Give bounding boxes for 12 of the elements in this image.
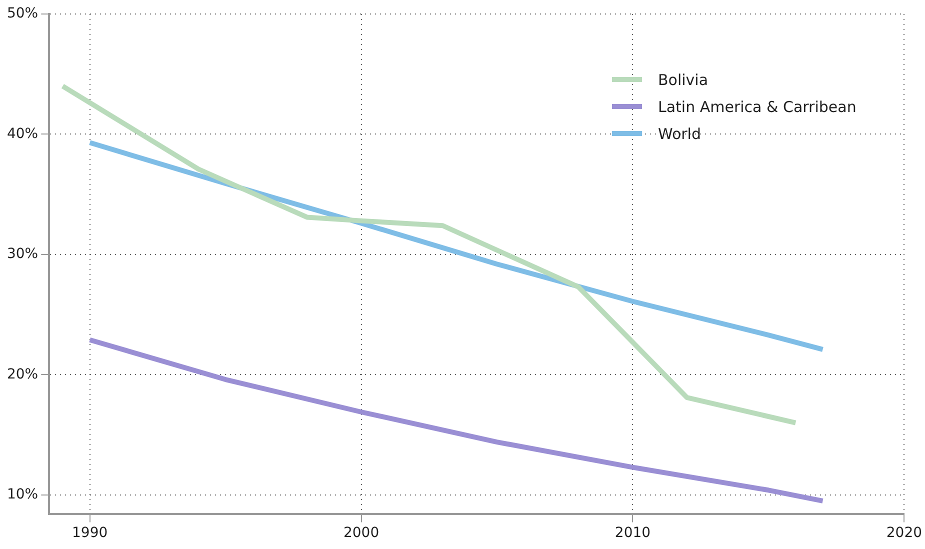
x-tick-label: 2010 xyxy=(614,525,651,542)
y-tick-label: 40% xyxy=(6,126,38,142)
y-tick-label: 50% xyxy=(6,6,38,22)
y-tick-label: 10% xyxy=(6,486,38,503)
legend-label: World xyxy=(658,124,701,142)
legend-label: Latin America & Carribean xyxy=(658,98,856,116)
y-tick-label: 20% xyxy=(6,366,38,382)
x-tick-label: 1990 xyxy=(72,525,108,542)
y-tick-label: 30% xyxy=(6,246,38,262)
x-tick-label: 2020 xyxy=(886,525,922,542)
legend-label: Bolivia xyxy=(658,70,708,88)
x-tick-label: 2000 xyxy=(343,525,380,542)
